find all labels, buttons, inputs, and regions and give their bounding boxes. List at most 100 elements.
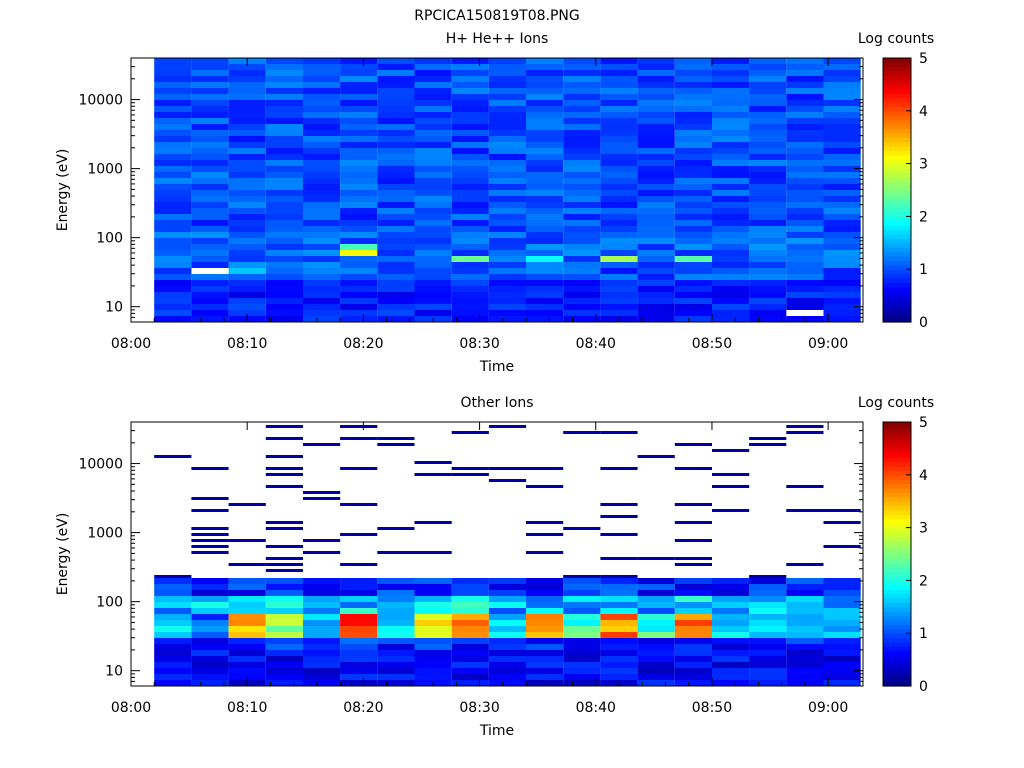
heatmap-cell xyxy=(414,160,452,166)
heatmap-cell xyxy=(526,70,564,76)
heatmap-cell xyxy=(191,497,229,500)
heatmap-cell xyxy=(265,232,303,238)
colorbar-swatch xyxy=(883,514,911,520)
colorbar-swatch xyxy=(883,225,911,231)
heatmap-cell xyxy=(340,614,378,620)
heatmap-cell xyxy=(563,232,601,238)
heatmap-cell xyxy=(786,136,824,142)
heatmap-cell xyxy=(823,650,861,656)
heatmap-cell xyxy=(154,214,192,220)
heatmap-cell xyxy=(154,226,192,232)
heatmap-cell xyxy=(414,656,452,662)
heatmap-cell xyxy=(526,148,564,154)
heatmap-cell xyxy=(451,154,489,160)
heatmap-cell xyxy=(377,64,415,70)
heatmap-cell xyxy=(488,214,527,220)
colorbar-swatch xyxy=(883,615,911,621)
heatmap-cell xyxy=(786,220,824,226)
heatmap-cell xyxy=(228,166,266,172)
heatmap-cell xyxy=(600,88,638,94)
heatmap-cell xyxy=(228,190,266,196)
heatmap-cell xyxy=(749,602,787,608)
heatmap-cell xyxy=(823,136,861,142)
heatmap-cell xyxy=(823,509,861,512)
colorbar-tick-label: 5 xyxy=(919,415,928,431)
heatmap-cell xyxy=(749,316,787,322)
heatmap-cell xyxy=(712,124,750,130)
heatmap-cell xyxy=(303,632,341,638)
heatmap-cell xyxy=(154,626,192,632)
heatmap-cell xyxy=(488,88,527,94)
heatmap-cell xyxy=(600,64,638,70)
heatmap-cell xyxy=(303,82,341,88)
heatmap-cell xyxy=(228,608,266,614)
heatmap-cell xyxy=(488,668,527,674)
heatmap-cell xyxy=(712,626,750,632)
heatmap-cell xyxy=(303,292,341,298)
heatmap-cell xyxy=(637,142,675,148)
colorbar-swatch xyxy=(883,620,911,625)
heatmap-cell xyxy=(526,620,564,626)
heatmap-cell xyxy=(451,473,489,476)
panel-1: 08:00 08:10 08:20 08:30 08:40 08:50 09:00 Time 1… xyxy=(55,31,934,375)
heatmap-cell xyxy=(488,196,527,202)
colorbar-swatch xyxy=(883,110,911,116)
colorbar-swatch xyxy=(883,681,911,687)
heatmap-cell xyxy=(637,256,675,262)
heatmap-cell xyxy=(786,124,824,130)
heatmap-cell xyxy=(712,94,750,100)
heatmap-cell xyxy=(228,106,266,112)
colorbar-swatch xyxy=(883,282,911,288)
heatmap-cell xyxy=(414,620,452,626)
heatmap-cell xyxy=(563,590,601,596)
heatmap-cell xyxy=(749,674,787,680)
heatmap-cell xyxy=(637,220,675,226)
heatmap-cell xyxy=(823,578,861,584)
heatmap-cell xyxy=(749,578,787,584)
y-tick-label: 100 xyxy=(96,595,123,611)
colorbar-frame xyxy=(882,57,912,323)
heatmap-cell xyxy=(377,304,415,310)
colorbar-swatch xyxy=(883,435,911,441)
heatmap-cell xyxy=(600,602,638,608)
heatmap-cell xyxy=(451,196,489,202)
heatmap-cell xyxy=(377,626,415,632)
colorbar-swatch xyxy=(883,84,911,90)
heatmap-cell xyxy=(674,650,712,656)
heatmap-cell xyxy=(488,656,527,662)
heatmap-cell xyxy=(674,584,712,590)
heatmap-cell xyxy=(340,437,378,440)
heatmap-cell xyxy=(526,220,564,226)
heatmap-cell xyxy=(488,250,527,256)
colorbar-swatch xyxy=(883,264,911,270)
heatmap-cell xyxy=(451,94,489,100)
colorbar-swatch xyxy=(883,448,911,454)
colorbar-swatch xyxy=(883,154,911,160)
heatmap-cell xyxy=(600,632,638,638)
heatmap-cell xyxy=(600,268,638,274)
heatmap-cell xyxy=(340,626,378,632)
heatmap-cell xyxy=(526,551,564,554)
heatmap-cell xyxy=(600,190,638,196)
heatmap-cell xyxy=(637,274,675,280)
heatmap-cell xyxy=(228,214,266,220)
heatmap-cell xyxy=(563,638,601,644)
heatmap-cell xyxy=(265,626,303,632)
heatmap-cell xyxy=(154,94,192,100)
heatmap-cell xyxy=(414,551,452,554)
heatmap-cell xyxy=(377,94,415,100)
heatmap-cell xyxy=(340,136,378,142)
heatmap-cell xyxy=(265,602,303,608)
panel-2: 08:00 08:10 08:20 08:30 08:40 08:50 09:00 Time 1… xyxy=(55,395,934,739)
heatmap-cell xyxy=(674,280,712,286)
heatmap-cell xyxy=(377,614,415,620)
heatmap-cell xyxy=(674,602,712,608)
heatmap-cell xyxy=(340,304,378,310)
heatmap-cell xyxy=(303,596,341,602)
heatmap-cell xyxy=(526,680,564,686)
heatmap-cell xyxy=(154,154,192,160)
heatmap-cell xyxy=(191,304,229,310)
heatmap-cell xyxy=(563,82,601,88)
heatmap-cell xyxy=(340,656,378,662)
heatmap-cell xyxy=(674,668,712,674)
